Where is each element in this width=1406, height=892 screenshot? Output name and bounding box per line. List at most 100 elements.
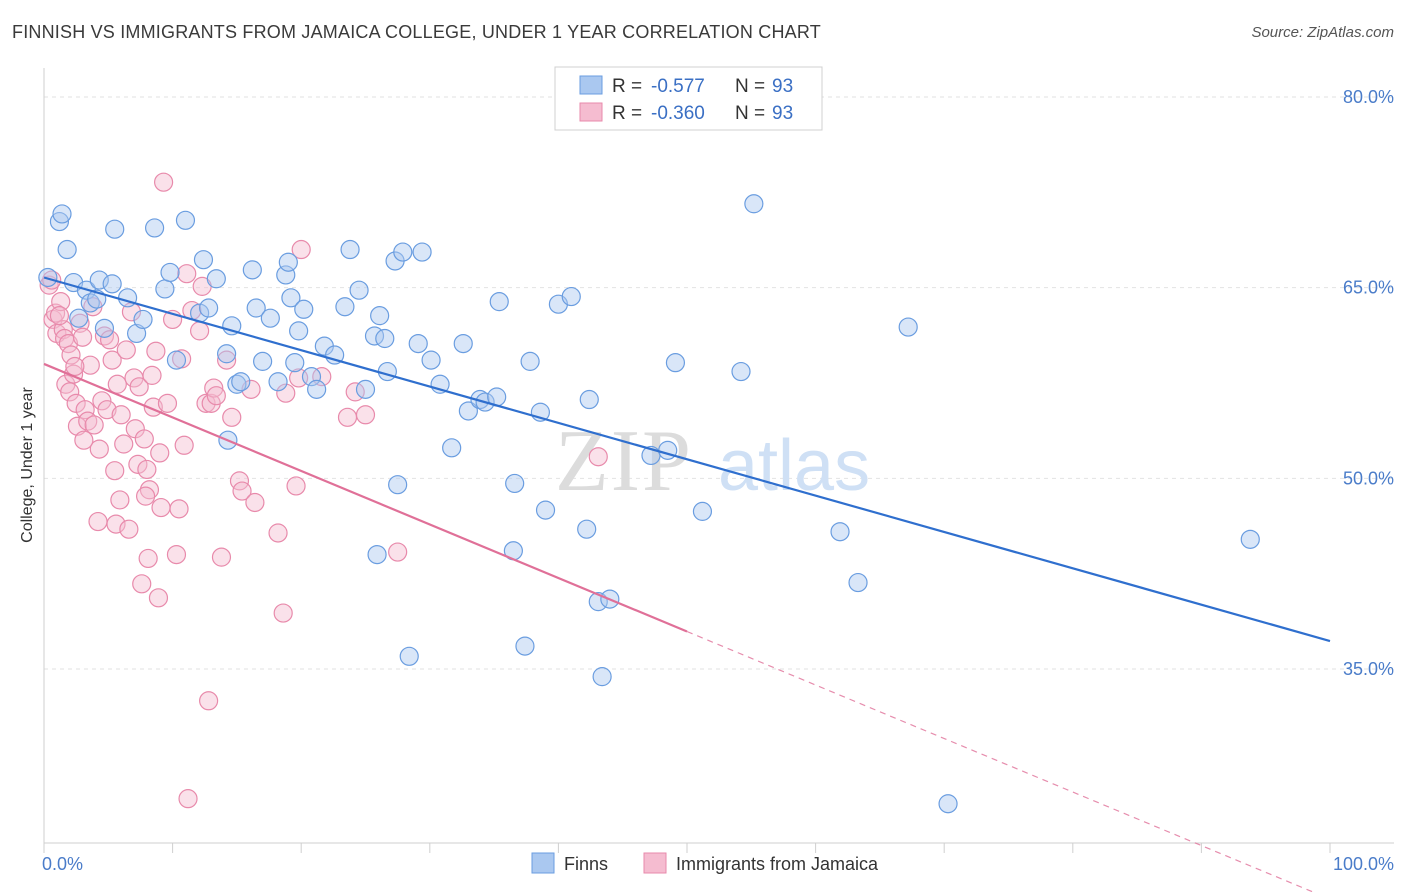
jamaica-point-42	[137, 459, 157, 480]
finns-point-27	[231, 372, 251, 392]
jamaica-point-51	[153, 172, 174, 192]
series-legend-label-finns: Finns	[564, 854, 608, 874]
jamaica-point-45	[142, 365, 162, 385]
chart-title: FINNISH VS IMMIGRANTS FROM JAMAICA COLLE…	[12, 22, 821, 42]
jamaica-point-64	[199, 691, 219, 711]
finns-point-86	[898, 317, 918, 337]
finns-point-44	[340, 239, 360, 260]
axes	[43, 68, 1394, 844]
finns-point-13	[126, 323, 147, 344]
jamaica-point-15	[72, 327, 93, 347]
finns-point-35	[281, 288, 301, 308]
jamaica-point-20	[84, 415, 104, 435]
jamaica-point-8	[58, 333, 79, 354]
jamaica-point-90	[74, 430, 94, 450]
jamaica-trend-line-extension	[686, 630, 1315, 892]
finns-point-67	[515, 636, 535, 656]
y-tick-label-3: 35.0%	[1343, 659, 1394, 679]
stats-legend-swatch-jamaica	[579, 102, 603, 122]
finns-point-14	[133, 309, 153, 330]
jamaica-point-61	[190, 321, 210, 341]
finns-point-12	[117, 288, 138, 308]
finns-point-9	[94, 318, 115, 338]
finns-point-22	[199, 298, 219, 318]
jamaica-point-69	[217, 350, 237, 370]
jamaica-point-55	[169, 499, 189, 519]
finns-point-92	[505, 473, 525, 494]
finns-point-70	[535, 500, 556, 520]
finns-point-45	[349, 280, 369, 300]
finns-point-48	[370, 306, 390, 326]
jamaica-point-52	[157, 393, 178, 413]
stats-legend-r-value-finns: -0.577	[651, 76, 705, 97]
finns-point-21	[193, 250, 214, 270]
series-legend-swatch-jamaica	[643, 852, 667, 874]
finns-point-31	[260, 308, 280, 328]
finns-point-83	[744, 194, 764, 214]
jamaica-point-25	[97, 400, 117, 420]
jamaica-point-82	[337, 407, 358, 427]
trend-lines	[43, 276, 1331, 892]
jamaica-point-72	[232, 481, 252, 501]
finns-trend-line	[43, 276, 1331, 643]
jamaica-point-22	[89, 439, 109, 459]
finns-point-24	[217, 344, 237, 364]
jamaica-point-48	[148, 588, 169, 608]
jamaica-point-10	[61, 345, 81, 365]
jamaica-trend-line	[43, 362, 688, 633]
finns-point-68	[520, 351, 540, 371]
finns-point-43	[335, 297, 355, 317]
jamaica-point-43	[138, 548, 158, 569]
stats-legend: R = -0.577 N = 93 R = -0.360 N = 93	[554, 66, 823, 131]
watermark: ZIP atlas	[555, 413, 870, 510]
jamaica-point-68	[211, 547, 232, 567]
x-ticks: 0.0% 100.0%	[42, 843, 1394, 874]
finns-point-5	[69, 308, 89, 328]
jamaica-point-57	[174, 435, 194, 455]
jamaica-point-75	[268, 523, 288, 543]
jamaica-point-16	[75, 400, 95, 420]
stats-legend-n-label-jamaica: N =	[735, 103, 765, 124]
finns-point-76	[592, 667, 612, 687]
finns-point-28	[242, 260, 262, 280]
finns-point-17	[160, 262, 180, 283]
y-tick-label-0: 80.0%	[1343, 87, 1394, 107]
jamaica-point-77	[276, 383, 296, 403]
jamaica-point-84	[355, 405, 376, 425]
finns-point-65	[489, 292, 509, 312]
finns-point-1	[49, 211, 70, 232]
jamaica-point-38	[128, 454, 148, 474]
jamaica-point-18	[80, 355, 100, 375]
jamaica-point-23	[92, 391, 112, 411]
jamaica-point-59	[178, 789, 198, 809]
finns-point-34	[278, 252, 298, 272]
jamaica-point-91	[110, 490, 130, 510]
y-tick-labels: 80.0% 65.0% 50.0% 35.0%	[1343, 87, 1394, 679]
jamaica-point-26	[99, 330, 120, 350]
jamaica-point-81	[312, 367, 332, 387]
stats-legend-n-label-finns: N =	[735, 76, 765, 97]
finns-point-23	[206, 269, 226, 289]
finns-point-15	[144, 218, 165, 238]
finns-point-88	[1240, 529, 1260, 549]
finns-point-61	[458, 401, 478, 421]
finns-point-82	[731, 361, 751, 382]
series-jamaica-points	[39, 172, 608, 809]
stats-legend-n-value-jamaica: 93	[772, 103, 793, 124]
jamaica-point-67	[206, 386, 226, 406]
jamaica-point-76	[273, 603, 293, 623]
jamaica-point-28	[105, 461, 125, 481]
jamaica-point-58	[177, 264, 197, 284]
finns-point-19	[175, 210, 196, 230]
finns-point-54	[399, 646, 419, 666]
finns-point-32	[268, 372, 288, 392]
jamaica-point-33	[116, 340, 136, 360]
finns-point-89	[367, 544, 387, 565]
finns-point-3	[57, 239, 77, 260]
jamaica-point-27	[102, 350, 122, 370]
jamaica-point-30	[107, 374, 127, 394]
jamaica-point-32	[114, 434, 134, 454]
jamaica-point-78	[286, 476, 306, 496]
finns-point-56	[412, 242, 432, 262]
